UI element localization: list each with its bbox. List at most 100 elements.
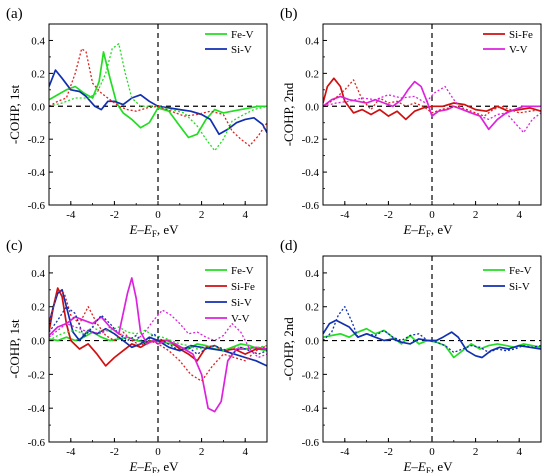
x-tick-label: 0 — [429, 209, 435, 221]
y-axis-label: -COHP, 1st — [7, 319, 22, 379]
x-tick-label: 2 — [473, 446, 479, 458]
y-tick-label: 0.2 — [31, 68, 45, 80]
series-line-1 — [49, 69, 267, 136]
x-label-sub: F — [426, 466, 431, 473]
y-tick-label: 0.0 — [305, 336, 319, 348]
y-tick-label: 0.0 — [31, 101, 45, 113]
y-tick-label: 0.4 — [305, 268, 319, 280]
legend-label: Si-Fe — [231, 281, 255, 293]
x-label-sep: – — [136, 459, 144, 473]
x-tick-label: 2 — [473, 209, 479, 221]
x-label-sub: F — [426, 229, 431, 239]
series-line-0 — [323, 77, 541, 121]
x-tick-label: 0 — [429, 446, 435, 458]
x-label-ef: E — [417, 459, 426, 473]
x-tick-label: -2 — [384, 209, 393, 221]
series-line-2 — [323, 306, 541, 354]
panel-1: -4 -2 0 2 4 -0.6 -0.4 -0.2 0.0 0.2 0.4 (b) -COHP, 2n… — [280, 6, 542, 239]
y-tick-label: 0.2 — [305, 302, 319, 314]
y-tick-label: 0.2 — [31, 302, 45, 314]
legend-label: Fe-V — [231, 265, 254, 277]
series-line-6 — [49, 306, 267, 355]
y-tick-label: -0.6 — [302, 200, 320, 212]
panel-0: -4 -2 0 2 4 -0.6 -0.4 -0.2 0.0 0.2 0.4 (a) -COHP, 1s… — [6, 6, 268, 239]
y-axis-label: -COHP, 2nd — [281, 82, 296, 146]
panel-label: (d) — [280, 238, 298, 254]
x-tick-label: -4 — [340, 209, 350, 221]
y-tick-label: -0.4 — [28, 403, 46, 415]
series-line-7 — [49, 309, 267, 359]
x-tick-label: 0 — [155, 209, 161, 221]
x-label-unit: , eV — [157, 459, 179, 473]
y-tick-label: 0.0 — [305, 101, 319, 113]
series-line-3 — [49, 48, 267, 147]
x-tick-label: 0 — [155, 446, 161, 458]
x-label-sep: – — [136, 222, 144, 237]
series-line-2 — [323, 79, 541, 117]
legend-label: V-V — [509, 44, 528, 56]
x-label-unit: , eV — [431, 222, 453, 237]
x-tick-label: -2 — [110, 209, 119, 221]
x-tick-label: -4 — [340, 446, 350, 458]
series-group — [323, 306, 541, 359]
x-tick-label: 2 — [199, 209, 205, 221]
x-label-ef: E — [143, 222, 152, 237]
y-axis-label: -COHP, 1st — [7, 85, 22, 145]
x-tick-label: 4 — [516, 209, 522, 221]
x-axis-label: E–EF, eV — [128, 222, 179, 239]
series-line-4 — [49, 326, 267, 352]
y-tick-label: -0.2 — [302, 134, 319, 146]
series-line-3 — [323, 85, 541, 134]
y-tick-label: -0.2 — [302, 369, 319, 381]
x-tick-label: 4 — [516, 446, 522, 458]
x-tick-label: -4 — [66, 446, 76, 458]
series-line-3 — [49, 277, 267, 413]
x-tick-label: -4 — [66, 209, 76, 221]
series-line-2 — [49, 288, 267, 367]
series-line-5 — [49, 289, 267, 382]
x-axis-label: E–EF, eV — [402, 459, 453, 473]
x-label-e: E — [402, 459, 411, 473]
x-tick-label: 4 — [242, 446, 248, 458]
y-tick-label: -0.4 — [302, 167, 320, 179]
x-label-sub: F — [152, 466, 157, 473]
y-tick-label: -0.6 — [28, 200, 46, 212]
y-tick-label: 0.4 — [305, 35, 319, 47]
series-line-2 — [49, 43, 267, 152]
y-tick-label: 0.4 — [31, 268, 45, 280]
x-label-e: E — [128, 459, 137, 473]
legend-label: Fe-V — [509, 265, 532, 277]
x-tick-label: 2 — [199, 446, 205, 458]
y-tick-label: -0.2 — [28, 134, 45, 146]
x-axis-label: E–EF, eV — [402, 222, 453, 239]
y-axis-label: -COHP, 2nd — [281, 317, 296, 381]
x-label-unit: , eV — [157, 222, 179, 237]
x-label-sub: F — [152, 229, 157, 239]
series-group — [49, 277, 267, 413]
legend-label: Si-V — [509, 281, 530, 293]
x-tick-label: -2 — [384, 446, 393, 458]
x-tick-label: -2 — [110, 446, 119, 458]
legend-label: Si-Fe — [509, 29, 533, 41]
panel-label: (b) — [280, 6, 298, 22]
x-label-sep: – — [410, 459, 418, 473]
x-label-sep: – — [410, 222, 418, 237]
y-tick-label: -0.6 — [28, 437, 46, 449]
x-label-e: E — [128, 222, 137, 237]
legend-label: Fe-V — [231, 29, 254, 41]
y-tick-label: -0.4 — [302, 403, 320, 415]
y-tick-label: 0.2 — [305, 68, 319, 80]
x-label-e: E — [402, 222, 411, 237]
series-line-0 — [49, 51, 267, 139]
series-group — [49, 43, 267, 152]
y-tick-label: 0.0 — [31, 336, 45, 348]
y-tick-label: -0.6 — [302, 437, 320, 449]
x-label-ef: E — [417, 222, 426, 237]
series-line-1 — [323, 80, 541, 131]
y-tick-label: -0.4 — [28, 167, 46, 179]
panel-label: (c) — [6, 238, 23, 254]
legend-label: Si-V — [231, 44, 252, 56]
x-axis-label: E–EF, eV — [128, 459, 179, 473]
y-tick-label: -0.2 — [28, 369, 45, 381]
